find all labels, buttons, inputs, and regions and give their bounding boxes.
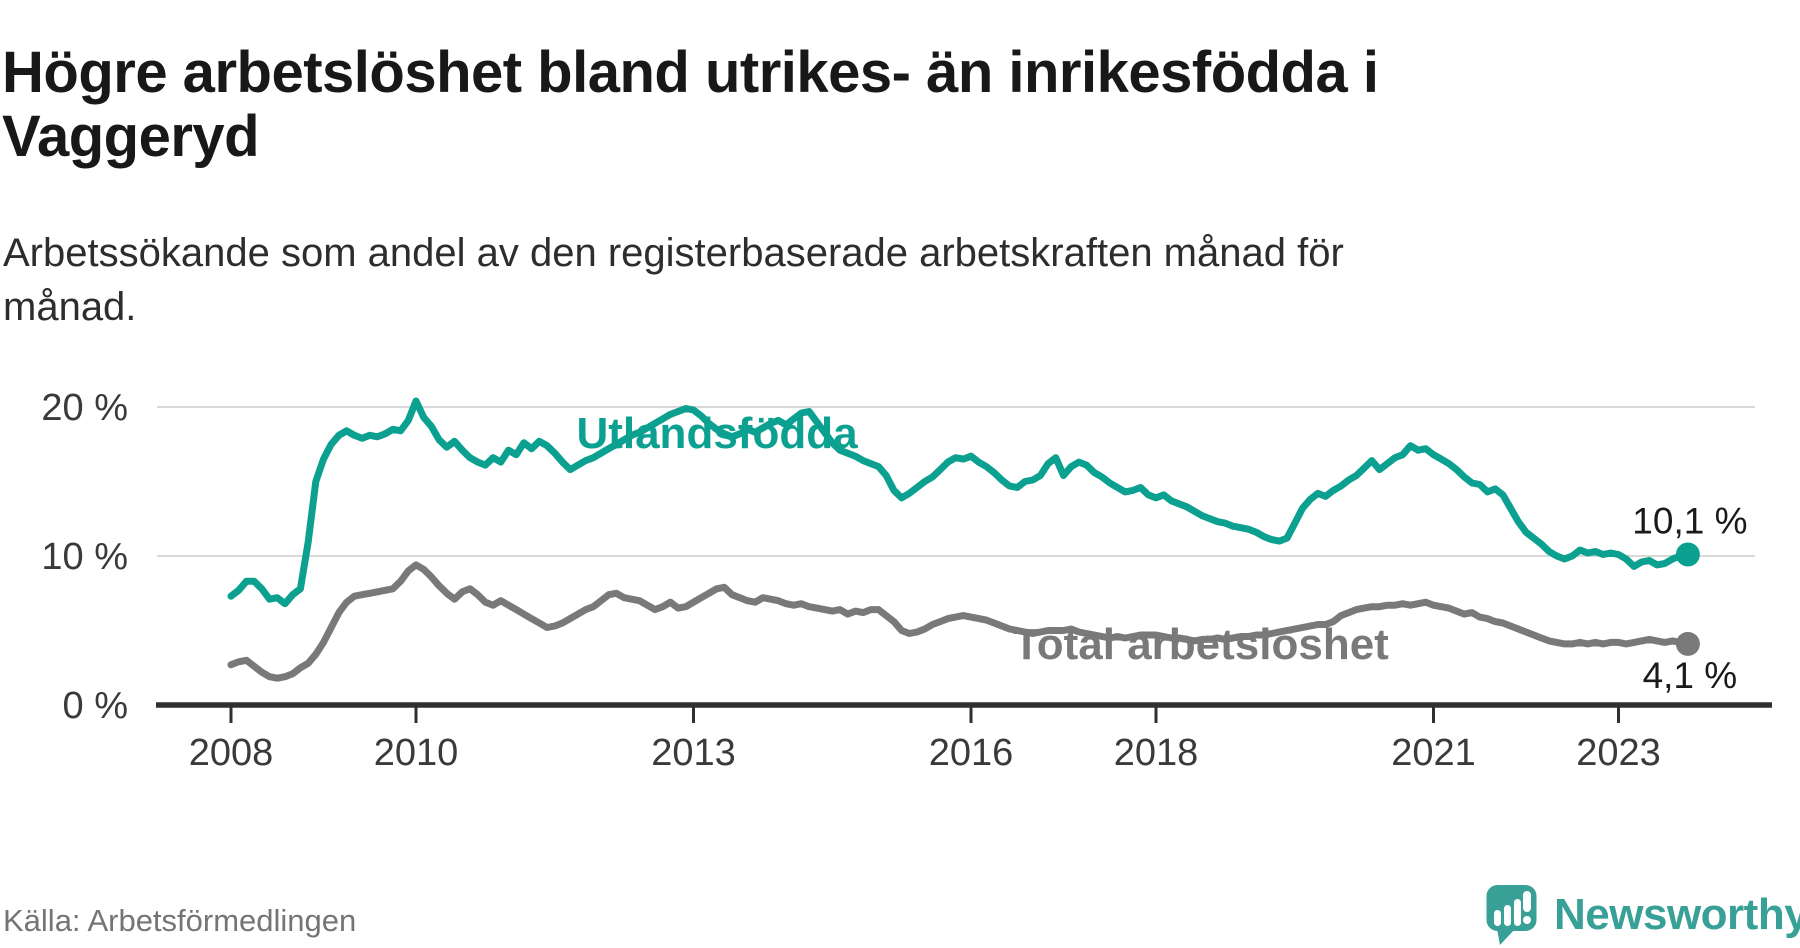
newsworthy-logo: Newsworthy (1486, 884, 1800, 946)
y-tick-label: 10 % (41, 536, 128, 578)
chart-title: Högre arbetslöshet bland utrikes- än inr… (2, 39, 1379, 169)
series-line-utlandsfodda (227, 397, 1692, 608)
source-note: Källa: Arbetsförmedlingen (3, 903, 357, 938)
end-value-label: 4,1 % (1643, 655, 1738, 696)
x-tick-label: 2016 (929, 732, 1014, 774)
x-tick-label: 2013 (651, 732, 736, 774)
newsworthy-chart-bubble-icon (1486, 885, 1537, 945)
x-tick-label: 2008 (189, 732, 274, 774)
y-tick-label: 20 % (41, 387, 128, 429)
newsworthy-wordmark: Newsworthy (1554, 890, 1800, 939)
end-value-label: 10,1 % (1632, 501, 1747, 542)
series-label-total: Total arbetslöshet (1013, 620, 1389, 669)
x-tick-label: 2018 (1114, 732, 1199, 774)
end-dot-total (1675, 631, 1700, 656)
y-tick-label: 0 % (63, 685, 128, 727)
chart-subtitle: Arbetssökande som andel av den registerb… (3, 231, 1344, 329)
series-label-utlandsfodda: Utlandsfödda (576, 409, 858, 458)
x-tick-label: 2021 (1391, 732, 1476, 774)
x-tick-label: 2010 (374, 732, 459, 774)
series-line-total (227, 561, 1692, 682)
x-tick-label: 2023 (1576, 732, 1661, 774)
end-dot-utlandsfodda (1675, 542, 1700, 567)
